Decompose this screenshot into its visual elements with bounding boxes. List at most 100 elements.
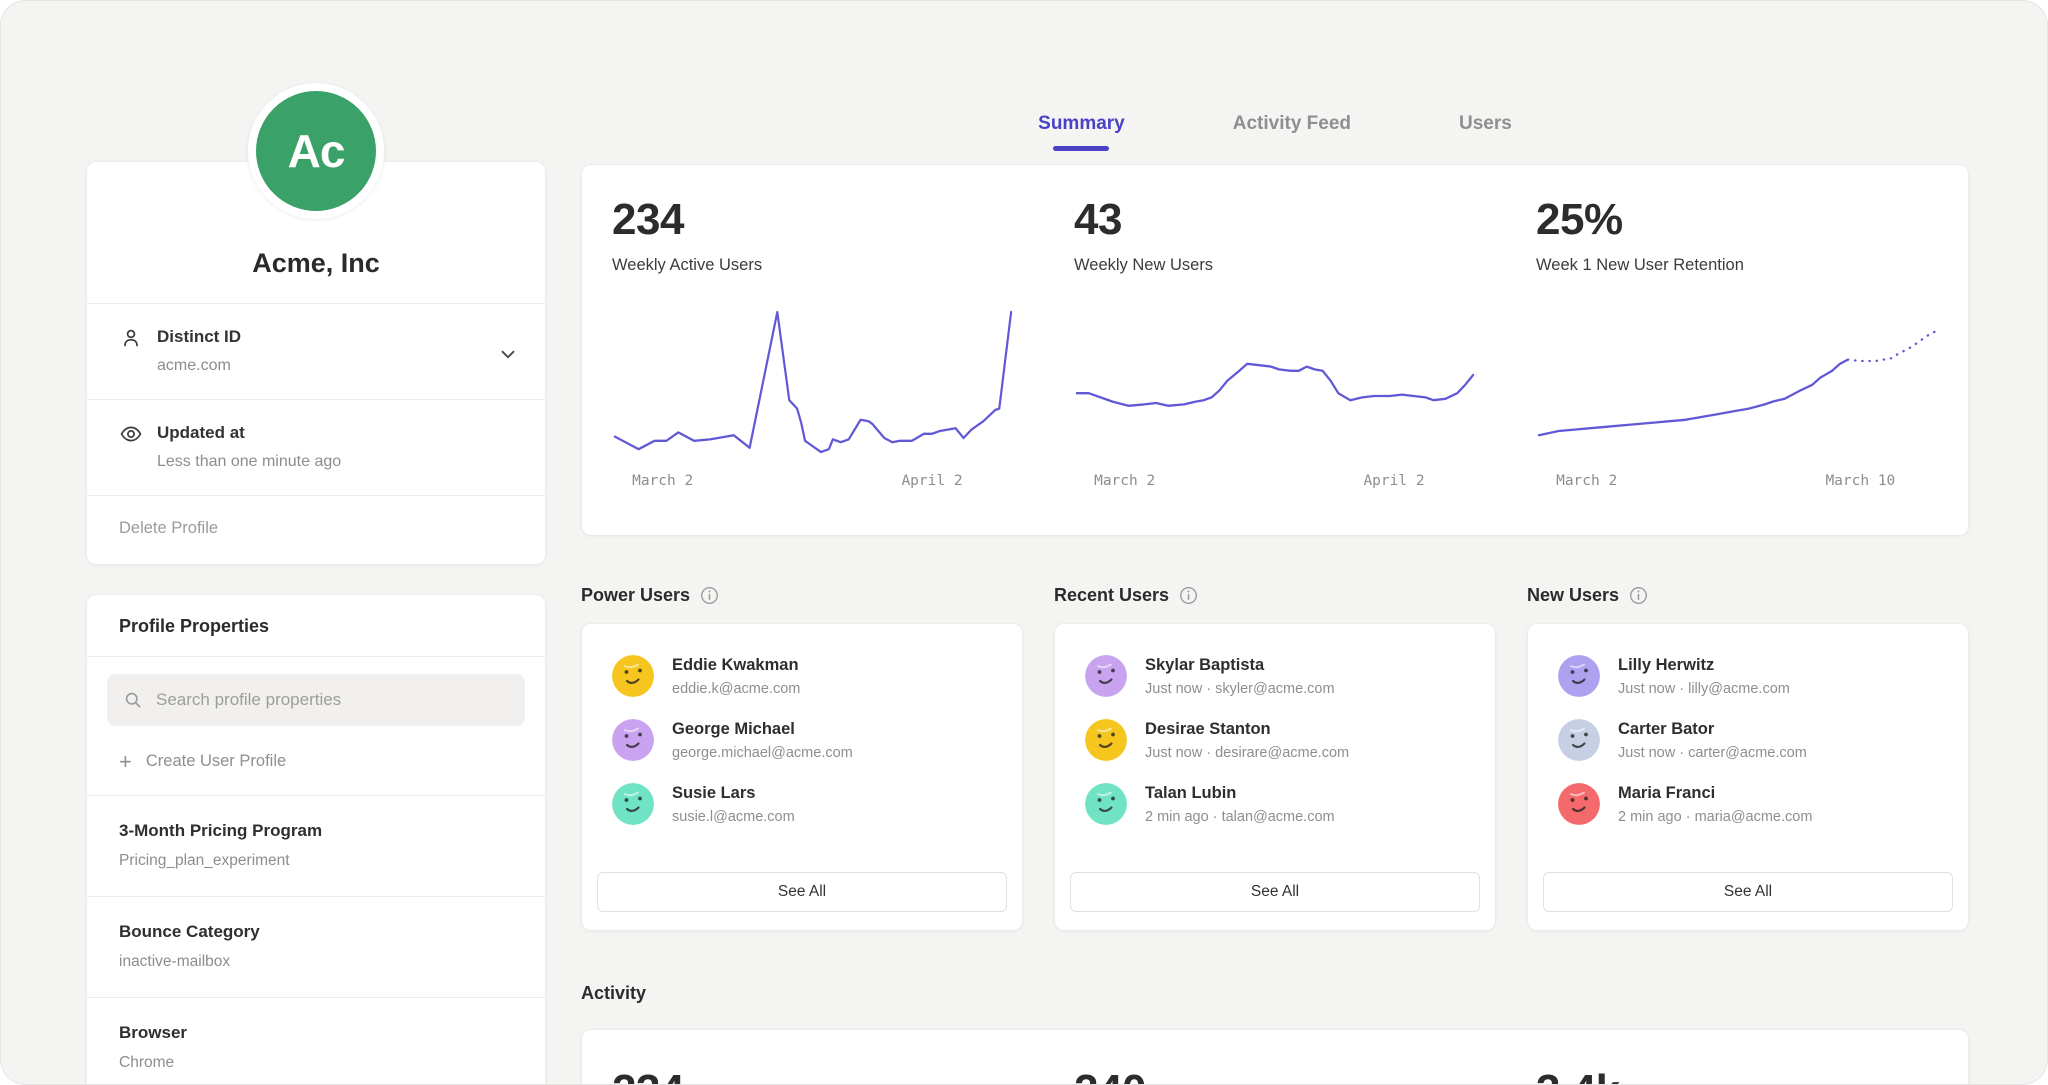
- see-all-button[interactable]: See All: [597, 872, 1007, 912]
- info-icon[interactable]: [700, 586, 719, 605]
- user-text: George Michael george.michael@acme.com: [672, 719, 853, 761]
- eye-icon: [120, 426, 142, 442]
- user-name: Lilly Herwitz: [1618, 656, 1715, 674]
- profile-property-value: inactive-mailbox: [119, 953, 231, 970]
- delete-profile-button[interactable]: Delete Profile: [119, 519, 219, 537]
- stat-week-1-new-user-retention: 25% Week 1 New User Retention March 2 March…: [1506, 165, 1968, 535]
- active-tab-underline: [1053, 146, 1110, 151]
- info-icon[interactable]: [1179, 586, 1198, 605]
- profile-summary-card: Acme, Inc Distinct ID acme.com Updated a…: [86, 161, 546, 565]
- profile-properties-card: Profile Properties + Create User Profile…: [86, 594, 546, 1084]
- user-avatar: [612, 719, 654, 761]
- user-name: Talan Lubin: [1145, 784, 1237, 802]
- user-text: Maria Franci 2 min ago · maria@acme.com: [1618, 783, 1812, 825]
- tab-users[interactable]: Users: [1459, 113, 1512, 151]
- sparkline-chart: [1537, 330, 1937, 437]
- user-list-item[interactable]: Desirae Stanton Just now · desirare@acme.…: [1055, 708, 1495, 772]
- divider: [87, 495, 545, 496]
- stat-label: Weekly Active Users: [612, 256, 763, 274]
- profile-property-row[interactable]: 3-Month Pricing Program Pricing_plan_expe…: [87, 795, 545, 896]
- sparkline-chart: [613, 310, 1013, 454]
- x-axis-label-left: March 2: [632, 473, 694, 489]
- profile-property-name: Browser: [119, 1023, 188, 1042]
- search-profile-properties-input[interactable]: [156, 690, 509, 710]
- profile-property-row[interactable]: Browser Chrome: [87, 997, 545, 1084]
- user-list-recent-users: Recent Users Skylar Baptista Just now · sk…: [1054, 581, 1496, 931]
- user-list-item[interactable]: Carter Bator Just now · carter@acme.com: [1528, 708, 1968, 772]
- user-text: Carter Bator Just now · carter@acme.com: [1618, 719, 1807, 761]
- updated-at-label: Updated at: [157, 423, 245, 442]
- company-name: Acme, Inc: [252, 248, 380, 278]
- user-list-header: Power Users: [581, 581, 1023, 609]
- x-axis-label-right: April 2: [901, 473, 963, 489]
- user-name: Desirae Stanton: [1145, 720, 1271, 738]
- user-list-item[interactable]: Talan Lubin 2 min ago · talan@acme.com: [1055, 772, 1495, 836]
- info-icon[interactable]: [1629, 586, 1648, 605]
- x-axis-labels: March 2 April 2: [1074, 473, 1476, 497]
- x-axis-labels: March 2 April 2: [612, 473, 1014, 497]
- user-list-title: Recent Users: [1054, 584, 1170, 605]
- person-icon: [124, 329, 138, 347]
- user-text: Lilly Herwitz Just now · lilly@acme.com: [1618, 655, 1790, 697]
- stat-weekly-active-users: 234 Weekly Active Users March 2 April 2: [582, 165, 1044, 535]
- profile-property-name: Bounce Category: [119, 922, 260, 941]
- chart-series-retention_actual: [1537, 358, 1850, 437]
- user-subtext: Just now · carter@acme.com: [1618, 745, 1807, 761]
- stat-weekly-new-users: 43 Weekly New Users March 2 April 2: [1044, 165, 1506, 535]
- chart-series-weekly_new_users: [1075, 362, 1475, 407]
- user-text: Desirae Stanton Just now · desirare@acme.…: [1145, 719, 1349, 761]
- sparkline-chart: [1075, 362, 1475, 407]
- user-name: Skylar Baptista: [1145, 656, 1265, 674]
- stat-label: Weekly New Users: [1074, 256, 1214, 274]
- user-subtext: 2 min ago · talan@acme.com: [1145, 809, 1335, 825]
- distinct-id-row: Distinct ID acme.com: [87, 304, 545, 399]
- user-list-item[interactable]: Lilly Herwitz Just now · lilly@acme.com: [1528, 644, 1968, 708]
- user-subtext: Just now · skyler@acme.com: [1145, 681, 1335, 697]
- distinct-id-label: Distinct ID: [157, 327, 242, 346]
- user-subtext: susie.l@acme.com: [672, 809, 795, 825]
- user-list-item[interactable]: Eddie Kwakman eddie.k@acme.com: [582, 644, 1022, 708]
- search-profile-properties[interactable]: [107, 674, 525, 726]
- create-user-profile-button[interactable]: + Create User Profile: [87, 726, 545, 795]
- activity-stat: 3.4k: [1506, 1030, 1968, 1084]
- user-list-title: New Users: [1527, 584, 1620, 605]
- user-list-item[interactable]: Susie Lars susie.l@acme.com: [582, 772, 1022, 836]
- user-list-new-users: New Users Lilly Herwitz Just now · lilly@a…: [1527, 581, 1969, 931]
- user-list-power-users: Power Users Eddie Kwakman eddie.k@acme.com…: [581, 581, 1023, 931]
- divider: [87, 303, 545, 304]
- profile-property-value: Pricing_plan_experiment: [119, 852, 290, 869]
- user-list-item[interactable]: Skylar Baptista Just now · skyler@acme.co…: [1055, 644, 1495, 708]
- tab-activity-feed[interactable]: Activity Feed: [1233, 113, 1351, 151]
- user-text: Skylar Baptista Just now · skyler@acme.co…: [1145, 655, 1335, 697]
- user-list-item[interactable]: Maria Franci 2 min ago · maria@acme.com: [1528, 772, 1968, 836]
- chart-series-weekly_active_users: [613, 310, 1013, 454]
- profile-tabs: Summary Activity Feed Users: [581, 113, 1969, 151]
- distinct-id-value: acme.com: [157, 357, 231, 374]
- profile-property-name: 3-Month Pricing Program: [119, 821, 323, 840]
- user-text: Susie Lars susie.l@acme.com: [672, 783, 795, 825]
- chevron-down-icon[interactable]: [497, 343, 519, 365]
- summary-stats-card: 234 Weekly Active Users March 2 April 2 43 We…: [581, 164, 1969, 536]
- profile-property-value: Chrome: [119, 1054, 175, 1071]
- user-name: George Michael: [672, 720, 795, 738]
- user-avatar: [1085, 719, 1127, 761]
- tab-label: Summary: [1038, 113, 1125, 134]
- user-list-item[interactable]: George Michael george.michael@acme.com: [582, 708, 1022, 772]
- profile-property-row[interactable]: Bounce Category inactive-mailbox: [87, 896, 545, 997]
- stat-value: 43: [1074, 195, 1122, 244]
- user-avatar: [1558, 719, 1600, 761]
- user-subtext: george.michael@acme.com: [672, 745, 853, 761]
- user-name: Carter Bator: [1618, 720, 1715, 738]
- see-all-button[interactable]: See All: [1070, 872, 1480, 912]
- x-axis-label-right: April 2: [1363, 473, 1425, 489]
- user-list-header: Recent Users: [1054, 581, 1496, 609]
- see-all-button[interactable]: See All: [1543, 872, 1953, 912]
- user-text: Eddie Kwakman eddie.k@acme.com: [672, 655, 800, 697]
- activity-stat-value: 3.4k: [1536, 1066, 1938, 1084]
- x-axis-label-left: March 2: [1094, 473, 1156, 489]
- user-avatar: [1558, 783, 1600, 825]
- tab-summary[interactable]: Summary: [1038, 113, 1125, 151]
- user-avatar: [1558, 655, 1600, 697]
- divider: [87, 656, 545, 657]
